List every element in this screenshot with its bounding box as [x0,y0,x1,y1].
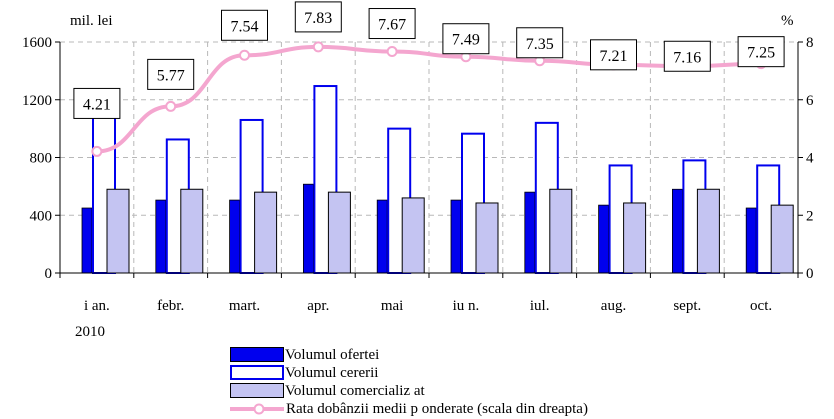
left-axis-unit: mil. lei [70,13,113,29]
bar-traded [327,191,351,274]
bar-supply [155,199,167,274]
bar-supply [376,199,388,274]
legend-label-demand: Volumul cererii [285,365,379,381]
bar-traded [475,202,499,274]
data-labels: 4.21 5.77 7.54 7.83 7.67 7.49 7.35 7.21 7.16 7.25 [73,1,785,119]
rate-data-label: 4.21 [83,96,111,113]
left-tick-label: 800 [30,151,53,167]
x-tick-label: sept. [673,298,701,314]
rate-data-label: 7.54 [231,18,259,35]
bar-traded [770,204,794,274]
rate-point [239,49,250,61]
bar-supply [450,199,462,274]
legend-swatch-supply [230,347,284,362]
bars [81,85,794,275]
year-label: 2010 [75,324,105,340]
rate-data-label: 7.67 [378,17,406,34]
rate-data-label: 7.35 [526,36,554,53]
legend-swatch-traded [230,383,284,398]
legend-label-traded: Volumul comercializ at [285,383,425,399]
right-tick-label: 8 [806,35,814,51]
rate-data-label-box [737,36,785,68]
x-tick-label: iu n. [453,298,480,314]
right-axis-unit: % [781,13,794,29]
rate-data-label: 7.25 [747,45,775,62]
x-tick-label: apr. [307,298,329,314]
rate-point [386,46,398,58]
right-tick-label: 6 [806,93,814,109]
x-tick-label: i an. [84,298,110,314]
bar-supply [745,207,757,274]
left-tick-label: 0 [45,266,53,282]
x-tick-label: aug. [601,298,626,314]
left-tick-label: 1200 [22,93,52,109]
rate-data-label: 7.16 [673,49,701,66]
legend-label-supply: Volumul ofertei [285,347,380,363]
rate-data-label: 7.83 [304,10,332,27]
rate-data-label-box [368,8,416,40]
bar-traded [623,202,647,274]
rate-line [96,44,762,154]
right-tick-label: 4 [806,151,814,167]
bar-traded [696,188,720,274]
left-tick-label: 400 [30,208,53,224]
x-tick-label: mai [381,298,404,314]
bar-supply [672,188,683,274]
bar-supply [302,183,314,274]
x-tick-label: mart. [229,298,260,314]
right-tick-label: 0 [806,266,814,282]
rate-data-label-box [590,39,637,71]
right-tick-label: 2 [806,208,814,224]
x-tick-label: oct. [750,298,772,314]
rate-data-label-box [221,9,268,41]
axes: 0 400 800 1200 1600 0 2 4 6 8 i an. febr. mart. apr. m… [22,35,814,314]
legend-swatch-demand [230,365,284,380]
rate-data-label-box [147,58,195,90]
bar-traded [180,188,204,274]
left-tick-label: 1600 [22,35,52,51]
rate-point [165,100,177,112]
bar-supply [524,191,536,274]
legend-swatch-rate [230,403,284,415]
bar-supply [81,207,93,274]
bar-traded [401,197,425,274]
rate-data-label-box [73,87,121,119]
rate-data-label-box [516,27,564,59]
rate-data-label: 7.49 [452,32,480,49]
legend-label-rate: Rata dobânzii medii p onderate (scala di… [286,401,588,417]
bar-supply [598,204,609,274]
rate-data-label: 7.21 [600,48,628,65]
rate-point [91,145,103,157]
bar-traded [549,188,573,274]
x-tick-label: febr. [157,298,184,314]
rate-data-label-box [442,23,490,55]
bar-supply [229,199,241,274]
rate-data-label-box [663,40,711,72]
legend: Volumul ofertei Volumul cererii Volumul … [230,346,790,418]
x-tick-label: iul. [530,298,550,314]
rate-point [312,41,324,53]
rate-data-label-box [294,1,342,33]
rate-data-label: 5.77 [157,67,185,84]
bar-traded [254,191,278,274]
bar-traded [106,188,130,274]
